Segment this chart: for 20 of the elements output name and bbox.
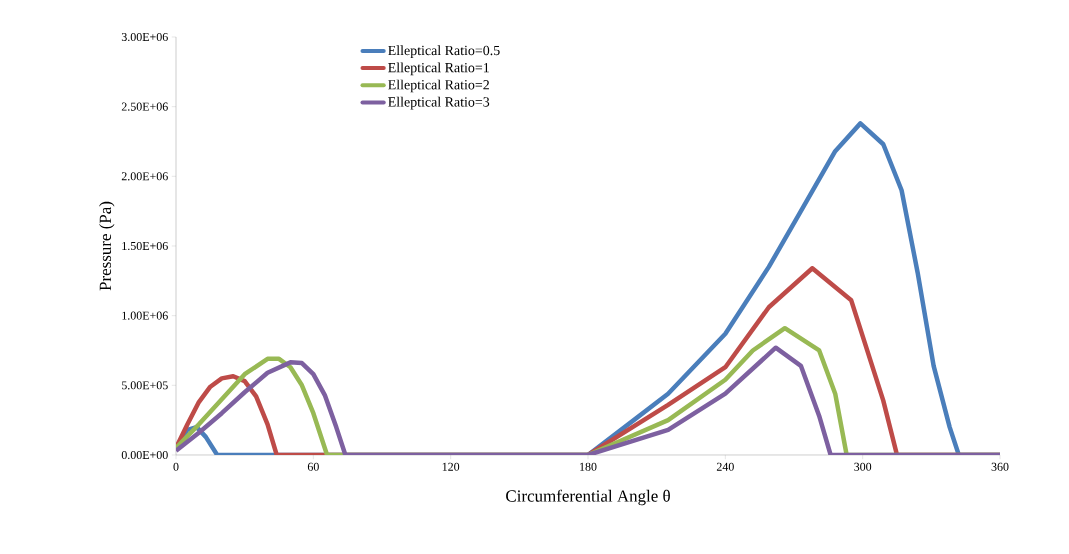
x-tick-label: 240 [716,462,734,471]
legend-label: Elleptical Ratio=0.5 [388,45,500,58]
y-axis-title: Pressure (Pa) [99,201,115,291]
y-tick-label: 3.00E+06 [121,32,168,42]
legend-label: Elleptical Ratio=3 [388,96,490,110]
x-tick-label: 300 [854,462,872,471]
x-tick-label: 180 [580,462,597,471]
x-axis-title: Circumferential Angle θ [506,489,670,506]
legend-label: Elleptical Ratio=1 [388,62,489,76]
y-tick-label: 0.00E+00 [121,450,168,460]
x-tick-label: 0 [173,462,179,471]
y-tick-label: 2.00E+06 [121,172,168,181]
legend-label: Elleptical Ratio=2 [388,79,489,93]
x-tick-label: 360 [991,462,1009,471]
y-tick-label: 1.00E+06 [122,311,168,320]
y-tick-label: 1.50E+06 [122,241,168,251]
x-tick-label: 120 [442,462,460,471]
y-tick-label: 5.00E+05 [122,381,168,390]
x-tick-label: 60 [307,462,319,471]
y-tick-label: 2.50E+06 [121,102,168,111]
